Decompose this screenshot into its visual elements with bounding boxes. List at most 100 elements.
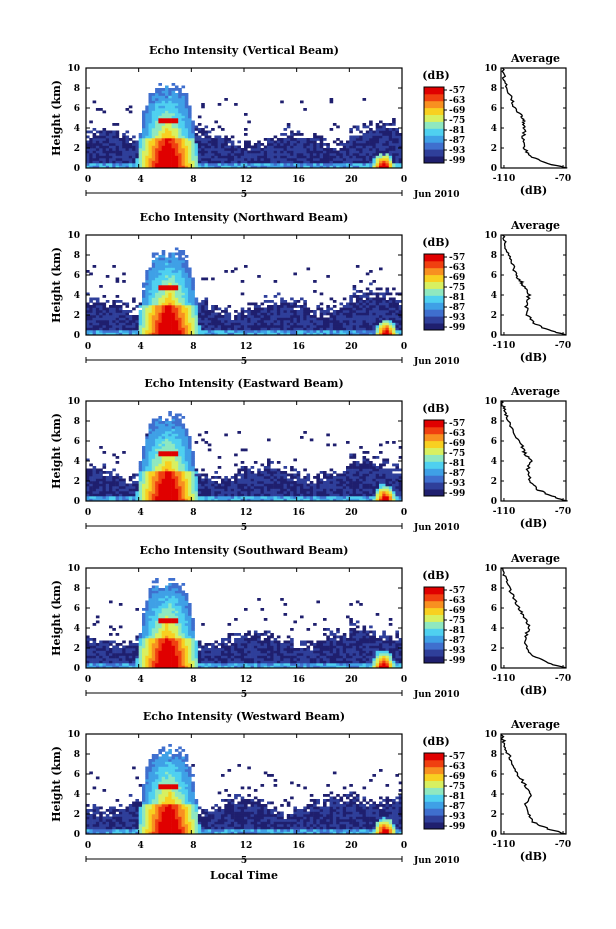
heatmap-cell	[194, 297, 199, 301]
colorbar-unit: (dB)	[422, 69, 449, 82]
heatmap-cell	[99, 665, 103, 669]
heatmap-cell	[86, 135, 90, 139]
heatmap-cell	[336, 312, 340, 316]
heatmap-cell	[188, 163, 192, 166]
heatmap-cell	[194, 165, 199, 169]
x-tick-label: 0	[401, 342, 407, 352]
heatmap-cell	[260, 473, 265, 477]
heatmap-cell	[323, 158, 327, 161]
heatmap-cell	[165, 468, 169, 472]
heatmap-cell	[89, 310, 93, 313]
heatmap-cell	[221, 315, 225, 318]
heatmap-cell	[158, 441, 162, 444]
heatmap-cell	[375, 481, 380, 484]
heatmap-cell	[375, 297, 380, 301]
heatmap-cell	[244, 468, 248, 472]
heatmap-cell	[355, 488, 360, 492]
heatmap-cell	[86, 327, 90, 331]
heatmap-cell	[276, 163, 281, 166]
heatmap-cell	[161, 491, 166, 494]
heatmap-cell	[349, 488, 353, 492]
heatmap-cell	[224, 322, 228, 326]
heatmap-cell	[355, 320, 360, 323]
heatmap-cell	[300, 493, 304, 497]
heatmap-cell	[379, 466, 383, 469]
heatmap-cell	[155, 453, 159, 457]
heatmap-cell	[352, 483, 357, 487]
heatmap-cell	[86, 150, 90, 154]
heatmap-cell	[148, 118, 153, 121]
heatmap-cell	[178, 163, 182, 166]
heatmap-cell	[142, 493, 146, 497]
heatmap-cell	[145, 272, 149, 276]
heatmap-cell	[138, 160, 143, 164]
heatmap-cell	[342, 322, 347, 326]
heatmap-cell	[263, 315, 268, 318]
heatmap-cell	[365, 471, 370, 474]
heatmap-cell	[211, 158, 215, 161]
heatmap-cell	[194, 322, 199, 326]
heatmap-cell	[145, 140, 149, 144]
heatmap-cell	[181, 252, 186, 256]
heatmap-cell	[382, 478, 386, 482]
heatmap-cell	[355, 481, 360, 484]
heatmap-cell	[178, 488, 182, 492]
heatmap-cell	[109, 478, 113, 482]
heatmap-cell	[300, 483, 304, 487]
heatmap-cell	[158, 436, 162, 439]
heatmap-cell	[227, 486, 232, 489]
heatmap-cell	[352, 158, 357, 161]
heatmap-cell	[217, 125, 222, 129]
heatmap-cell	[151, 488, 156, 492]
heatmap-cell	[165, 443, 169, 447]
heatmap-cell	[125, 155, 130, 159]
heatmap-cell	[276, 305, 281, 308]
heatmap-cell	[293, 138, 297, 141]
heatmap-cell	[165, 493, 169, 497]
heatmap-cell	[99, 330, 103, 333]
heatmap-cell	[375, 491, 380, 494]
heatmap-cell	[303, 140, 307, 144]
heatmap-cell	[349, 315, 353, 318]
heatmap-cell	[151, 483, 156, 487]
heatmap-cell	[388, 135, 393, 139]
heatmap-cell	[395, 165, 399, 169]
heatmap-cell	[168, 446, 172, 449]
heatmap-cell	[178, 493, 182, 497]
heatmap-cell	[375, 163, 380, 166]
heatmap-cell	[115, 312, 120, 316]
heatmap-cell	[362, 473, 367, 477]
heatmap-cell	[148, 423, 153, 427]
heatmap-cell	[171, 330, 176, 333]
heatmap-cell	[267, 458, 271, 462]
heatmap-cell	[181, 461, 186, 464]
heatmap-cell	[388, 307, 393, 311]
heatmap-cell	[132, 143, 136, 146]
heatmap-cell	[379, 488, 383, 492]
heatmap-cell	[191, 327, 195, 331]
heatmap-cell	[230, 481, 235, 484]
heatmap-cell	[270, 473, 274, 477]
heatmap-cell	[382, 468, 386, 472]
heatmap-cell	[158, 277, 162, 281]
heatmap-cell	[174, 431, 179, 434]
heatmap-cell	[352, 295, 357, 298]
heatmap-cell	[99, 312, 103, 316]
heatmap-cell	[267, 310, 271, 313]
heatmap-cell	[105, 150, 110, 154]
heatmap-cell	[145, 295, 149, 298]
heatmap-cell	[92, 640, 97, 644]
heatmap-cell	[165, 98, 169, 101]
heatmap-cell	[293, 158, 297, 161]
heatmap-cell	[184, 295, 189, 298]
heatmap-cell	[313, 330, 317, 333]
heatmap-cell	[382, 133, 386, 136]
heatmap-cell	[306, 488, 311, 492]
heatmap-cell	[138, 322, 143, 326]
heatmap-cell	[359, 143, 363, 146]
heatmap-cell	[178, 123, 182, 126]
heatmap-cell	[332, 148, 337, 151]
heatmap-cell	[148, 486, 153, 489]
heatmap-cell	[214, 327, 218, 331]
heatmap-cell	[263, 295, 268, 298]
